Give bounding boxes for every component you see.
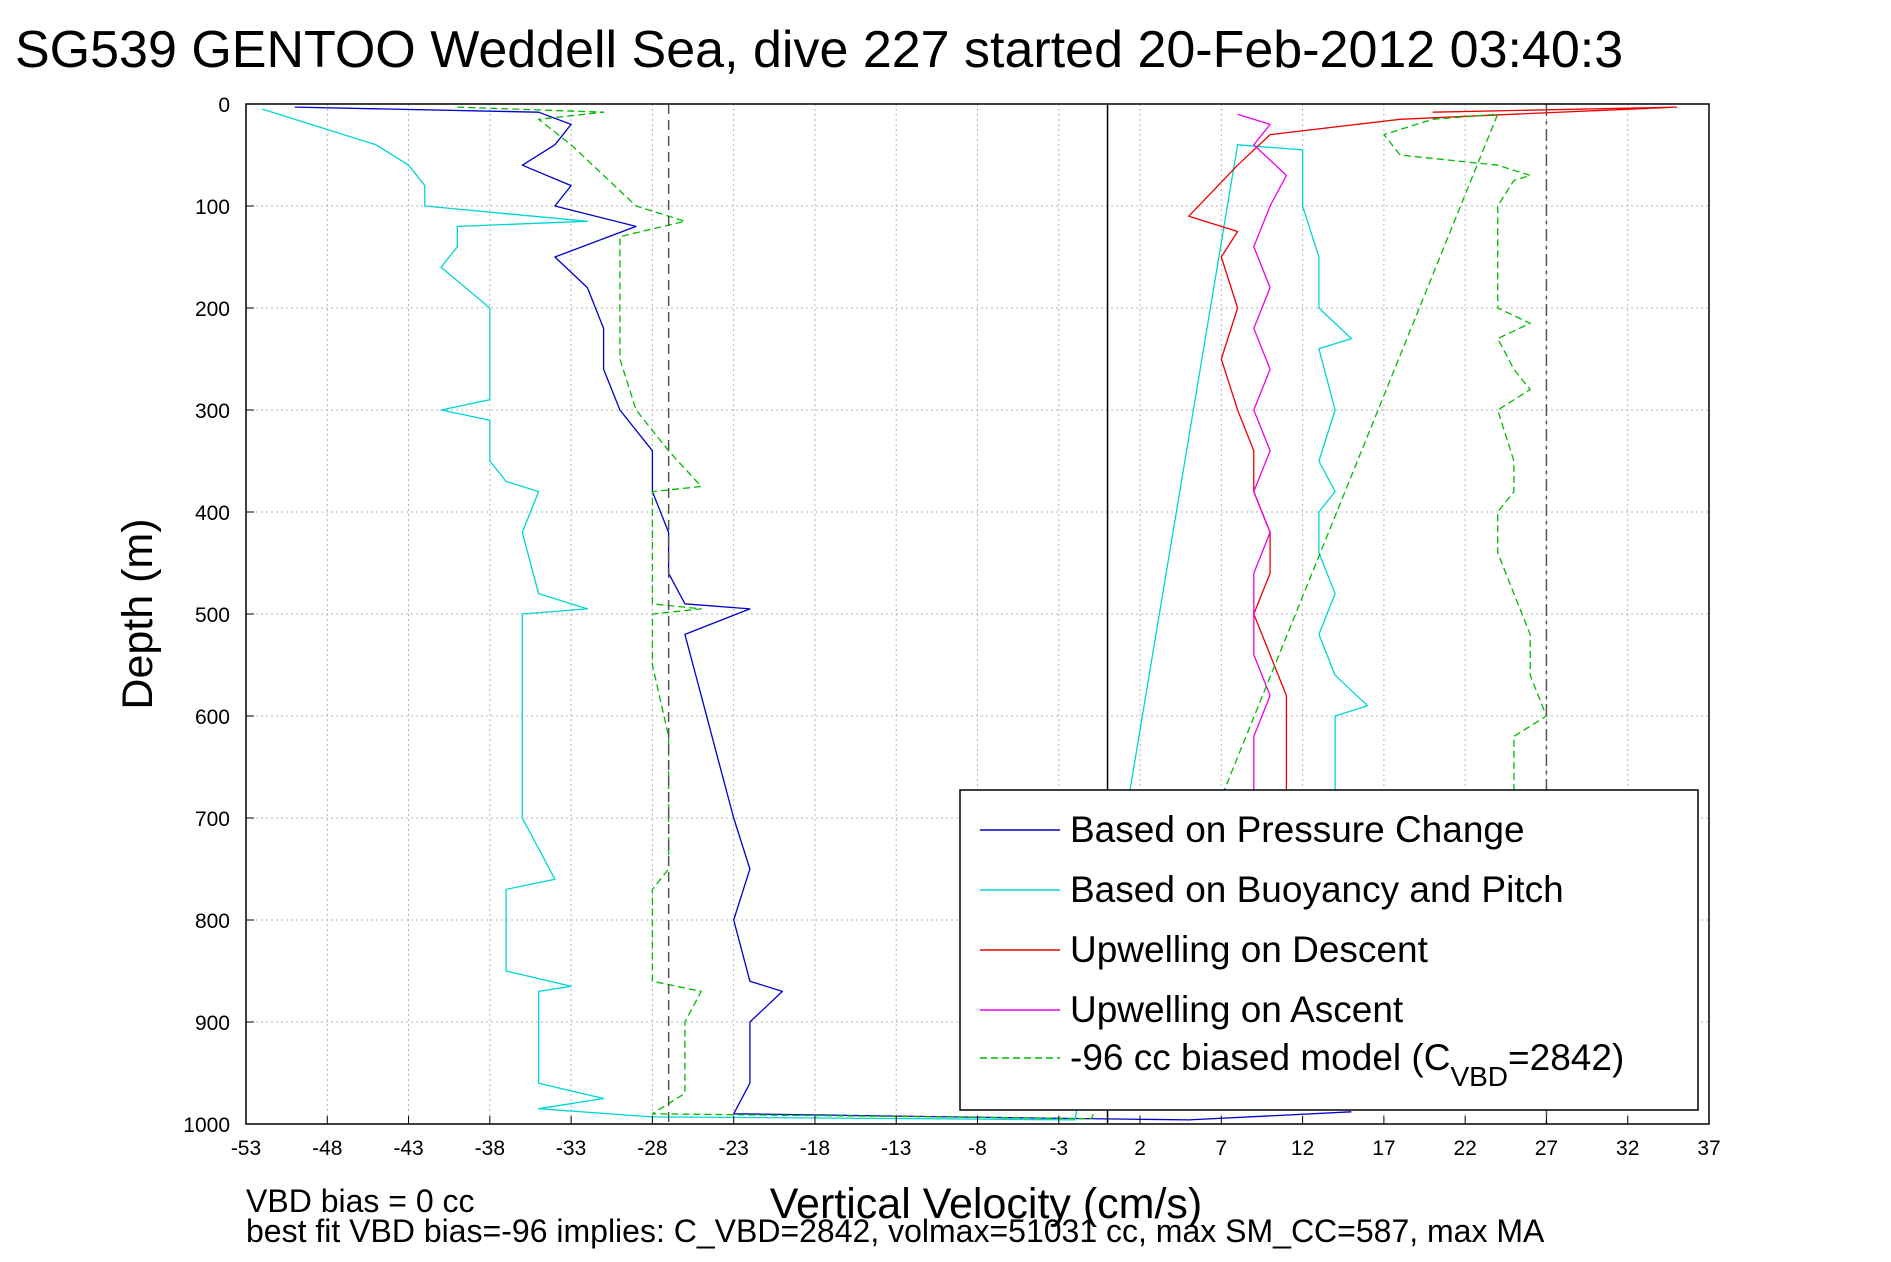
x-tick-label: -33 <box>556 1137 586 1160</box>
legend-label: Based on Pressure Change <box>1070 809 1525 850</box>
series-line-3 <box>1237 113 1288 818</box>
y-tick-label: 0 <box>218 94 230 117</box>
x-tick-label: 12 <box>1291 1137 1314 1160</box>
x-tick-label: -23 <box>718 1137 748 1160</box>
x-tick-label: -18 <box>800 1137 830 1160</box>
x-tick-label: 32 <box>1616 1137 1639 1160</box>
x-tick-label: -8 <box>968 1137 987 1160</box>
x-tick-label: 37 <box>1697 1137 1720 1160</box>
legend-box <box>959 789 1699 1111</box>
x-tick-label: -13 <box>881 1137 911 1160</box>
x-axis-label: Vertical Velocity (cm/s) <box>770 1180 1203 1228</box>
legend-label: Upwelling on Ascent <box>1070 989 1404 1030</box>
x-tick-label: 22 <box>1453 1137 1476 1160</box>
x-tick-label: 2 <box>1134 1137 1146 1160</box>
x-tick-label: -48 <box>312 1137 342 1160</box>
y-tick-label: 300 <box>195 400 230 423</box>
y-tick-label: 500 <box>195 604 230 627</box>
x-tick-label: 7 <box>1215 1137 1227 1160</box>
x-tick-label: 27 <box>1535 1137 1558 1160</box>
y-tick-label: 100 <box>195 196 230 219</box>
legend-label: Upwelling on Descent <box>1070 929 1429 970</box>
x-tick-label: -43 <box>393 1137 423 1160</box>
series-line-1 <box>262 108 1369 1121</box>
y-tick-label: 800 <box>195 910 230 933</box>
series-line-4 <box>457 106 1548 1120</box>
y-tick-label: 900 <box>195 1012 230 1035</box>
x-tick-label: -3 <box>1049 1137 1068 1160</box>
legend-label: Based on Buoyancy and Pitch <box>1070 869 1564 910</box>
x-tick-label: 17 <box>1372 1137 1395 1160</box>
chart-title: SG539 GENTOO Weddell Sea, dive 227 start… <box>15 21 1623 79</box>
series-line-2 <box>1188 106 1678 818</box>
legend-label: -96 cc biased model (CVBD=2842) <box>1070 1037 1624 1092</box>
y-tick-label: 200 <box>195 298 230 321</box>
y-tick-label: 600 <box>195 706 230 729</box>
axis-ticks: -53 -48 -43 -38 -33 -28 -23 -18 -13 -8 -3 2 7 12 17 22 2… <box>183 94 1720 1160</box>
y-axis-label: Depth (m) <box>114 518 162 709</box>
y-tick-label: 700 <box>195 808 230 831</box>
x-tick-label: -53 <box>231 1137 261 1160</box>
x-tick-label: -28 <box>637 1137 667 1160</box>
y-tick-label: 400 <box>195 502 230 525</box>
annotation-vbd-bias: VBD bias = 0 cc <box>246 1183 475 1219</box>
annotation-best-fit: best fit VBD bias=-96 implies: C_VBD=284… <box>246 1213 1545 1249</box>
legend: Based on Pressure Change Based on Buoyanc… <box>959 789 1699 1111</box>
x-tick-label: -38 <box>475 1137 505 1160</box>
y-tick-label: 1000 <box>183 1114 230 1137</box>
